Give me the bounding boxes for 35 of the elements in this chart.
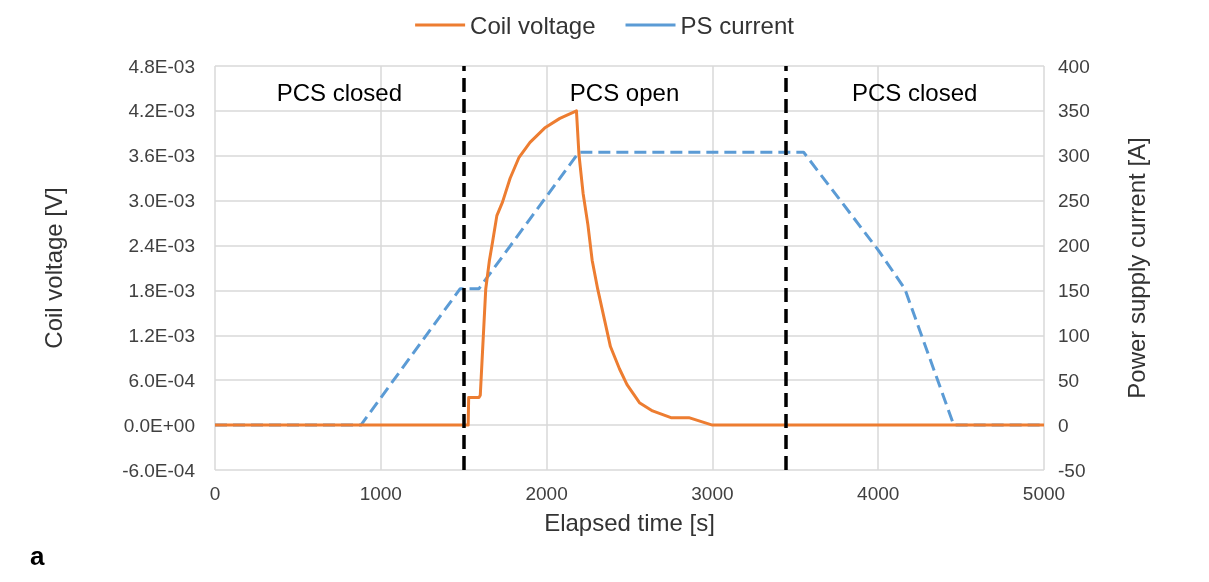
x-tick-label: 5000 [1022, 483, 1066, 504]
legend-label: PS current [680, 11, 795, 39]
y-tick-label: 3.0E-03 [128, 190, 195, 212]
annotation: PCS open [569, 78, 680, 106]
y2-tick-label: 50 [1058, 369, 1080, 391]
y2-tick-label: 300 [1058, 145, 1090, 167]
x-tick-label: 4000 [857, 483, 900, 504]
y2-tick-label: -50 [1058, 459, 1086, 481]
x-tick-label: 1000 [359, 483, 402, 504]
y-tick-label: 1.2E-03 [128, 324, 195, 346]
y-tick-label: 2.4E-03 [128, 235, 195, 257]
y-tick-label: -6.0E-04 [122, 459, 196, 481]
legend-label: Coil voltage [470, 11, 596, 39]
y-axis-title: Coil voltage [V] [39, 187, 67, 349]
text: a [30, 541, 45, 571]
y-tick-label: 1.8E-03 [128, 279, 195, 301]
y2-tick-label: 200 [1058, 235, 1090, 257]
y2-tick-label: 400 [1058, 55, 1090, 77]
x-tick-label: 2000 [525, 483, 568, 504]
y-tick-label: 6.0E-04 [128, 369, 196, 391]
annotation: PCS closed [276, 78, 403, 106]
annotation: PCS closed [851, 78, 978, 106]
x-tick-label: 0 [209, 483, 221, 504]
y2-tick-label: 150 [1058, 279, 1090, 301]
y2-tick-label: 100 [1058, 324, 1090, 346]
x-axis-title: Elapsed time [s] [544, 508, 715, 536]
x-tick-label: 3000 [691, 483, 734, 504]
y2-axis-title: Power supply current [A] [1122, 137, 1150, 399]
y-tick-label: 4.8E-03 [128, 55, 195, 77]
y-tick-label: 3.6E-03 [128, 145, 195, 167]
y2-tick-label: 350 [1058, 100, 1090, 122]
y2-tick-label: 0 [1058, 414, 1069, 436]
y-tick-label: 4.2E-03 [128, 100, 195, 122]
y-tick-label: 0.0E+00 [123, 414, 195, 436]
y2-tick-label: 250 [1058, 190, 1090, 212]
